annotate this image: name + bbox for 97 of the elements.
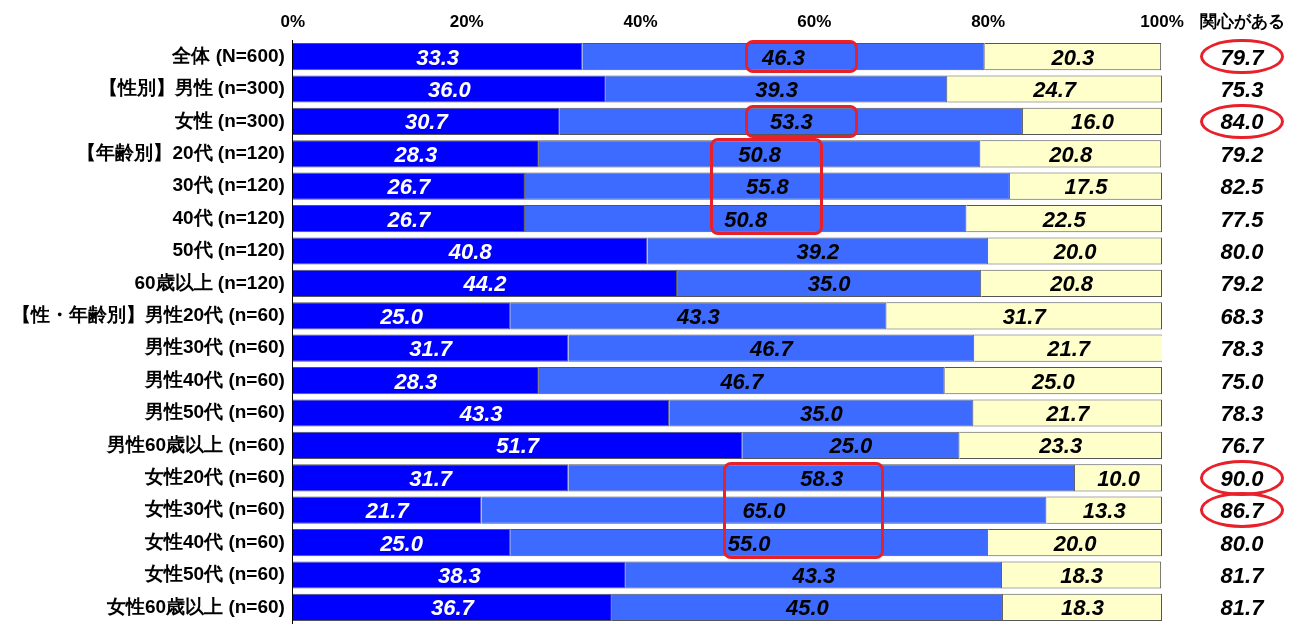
data-label: 10.0 (1097, 465, 1141, 491)
data-label: 44.2 (462, 271, 508, 297)
data-label: 25.0 (379, 530, 424, 556)
data-label: 23.3 (1038, 433, 1083, 459)
y-tick-label: 60歳以上 (n=120) (134, 271, 285, 293)
data-label: 21.7 (1046, 336, 1092, 362)
y-tick-label: 女性 (n=300) (173, 109, 285, 131)
data-label: 21.7 (364, 498, 411, 524)
y-tick-label: 男性30代 (n=60) (144, 336, 285, 358)
y-tick-label: 【性別】男性 (n=300) (98, 77, 285, 99)
data-label: 51.7 (496, 433, 541, 459)
data-label: 20.0 (1052, 530, 1098, 556)
data-label: 17.5 (1064, 174, 1109, 200)
data-label: 20.0 (1052, 239, 1098, 265)
data-label: 46.7 (748, 336, 795, 362)
text: 86.7 (1220, 498, 1266, 524)
data-label: 50.8 (738, 141, 782, 167)
text: 75.3 (1220, 77, 1264, 103)
x-tick-label: 80% (971, 11, 1006, 31)
data-label: 31.7 (409, 336, 454, 362)
y-tick-label: 男性50代 (n=60) (144, 401, 285, 423)
data-label: 20.8 (1049, 271, 1094, 297)
data-label: 20.8 (1048, 141, 1093, 167)
y-tick-label: 女性30代 (n=60) (144, 498, 285, 520)
data-label: 18.3 (1060, 563, 1104, 589)
data-label: 13.3 (1082, 498, 1126, 524)
data-label: 31.7 (409, 465, 454, 491)
data-label: 35.0 (799, 401, 844, 427)
data-label: 43.3 (675, 303, 720, 329)
text: 78.3 (1220, 336, 1264, 362)
data-label: 39.3 (755, 77, 798, 103)
data-label: 65.0 (742, 498, 787, 524)
y-tick-label: 40代 (n=120) (172, 206, 285, 228)
data-label: 43.3 (791, 563, 836, 589)
y-tick-label: 【性・年齢別】男性20代 (n=60) (12, 304, 285, 326)
y-tick-label: 男性60歳以上 (n=60) (106, 433, 285, 455)
y-tick-label: 女性20代 (n=60) (144, 466, 285, 488)
text: 82.5 (1220, 174, 1265, 200)
data-label: 55.0 (727, 530, 772, 556)
data-label: 26.7 (386, 206, 433, 232)
data-label: 26.7 (386, 174, 433, 200)
data-label: 21.7 (1045, 401, 1091, 427)
x-tick-label: 20% (449, 11, 484, 31)
data-label: 33.3 (416, 44, 460, 70)
data-label: 58.3 (800, 465, 844, 491)
data-label: 30.7 (404, 109, 450, 135)
x-tick-label: 100% (1140, 11, 1184, 31)
text: 84.0 (1220, 109, 1265, 135)
y-tick-label: 女性40代 (n=60) (144, 530, 285, 552)
data-label: 39.2 (796, 239, 841, 265)
text: 76.7 (1220, 433, 1266, 459)
data-label: 36.7 (430, 595, 476, 621)
data-label: 25.0 (1030, 368, 1076, 394)
text: 関心がある (1199, 11, 1285, 31)
text: 80.0 (1220, 239, 1265, 265)
data-label: 40.8 (447, 239, 493, 265)
y-tick-label: 30代 (n=120) (172, 174, 285, 196)
data-label: 35.0 (807, 271, 852, 297)
text: 79.2 (1220, 141, 1265, 167)
data-label: 16.0 (1071, 109, 1115, 135)
data-label: 45.0 (784, 595, 830, 621)
data-label: 53.3 (769, 109, 813, 135)
data-label: 46.7 (719, 368, 765, 394)
text: 78.3 (1220, 401, 1264, 427)
data-label: 43.3 (458, 401, 503, 427)
data-label: 55.8 (746, 174, 790, 200)
data-label: 28.3 (393, 368, 438, 394)
text: 79.2 (1220, 271, 1265, 297)
y-tick-label: 男性40代 (n=60) (144, 368, 285, 390)
text: 90.0 (1220, 465, 1265, 491)
text: 80.0 (1220, 530, 1265, 556)
y-tick-label: 全体 (N=600) (171, 44, 285, 66)
y-tick-label: 女性60歳以上 (n=60) (106, 595, 285, 617)
text: 81.7 (1220, 595, 1266, 621)
text: 68.3 (1220, 303, 1264, 329)
x-tick-label: 40% (623, 11, 658, 31)
data-label: 38.3 (437, 563, 481, 589)
text: 75.0 (1220, 368, 1265, 394)
text: 79.7 (1220, 44, 1266, 70)
data-label: 25.0 (379, 303, 424, 329)
data-label: 28.3 (393, 141, 438, 167)
data-label: 20.3 (1050, 44, 1095, 70)
data-label: 22.5 (1041, 206, 1087, 232)
y-tick-label: 50代 (n=120) (172, 239, 285, 261)
data-label: 25.0 (828, 433, 874, 459)
y-tick-label: 女性50代 (n=60) (144, 563, 285, 585)
y-tick-label: 【年齢別】20代 (n=120) (77, 142, 285, 164)
data-label: 50.8 (724, 206, 768, 232)
x-tick-label: 60% (797, 11, 832, 31)
x-tick-label: 0% (280, 11, 306, 31)
data-label: 18.3 (1061, 595, 1104, 621)
data-label: 36.0 (427, 77, 472, 103)
text: 77.5 (1220, 206, 1265, 232)
data-label: 31.7 (1002, 303, 1048, 329)
text: 81.7 (1220, 563, 1266, 589)
data-label: 46.3 (761, 44, 805, 70)
data-label: 24.7 (1032, 77, 1078, 103)
